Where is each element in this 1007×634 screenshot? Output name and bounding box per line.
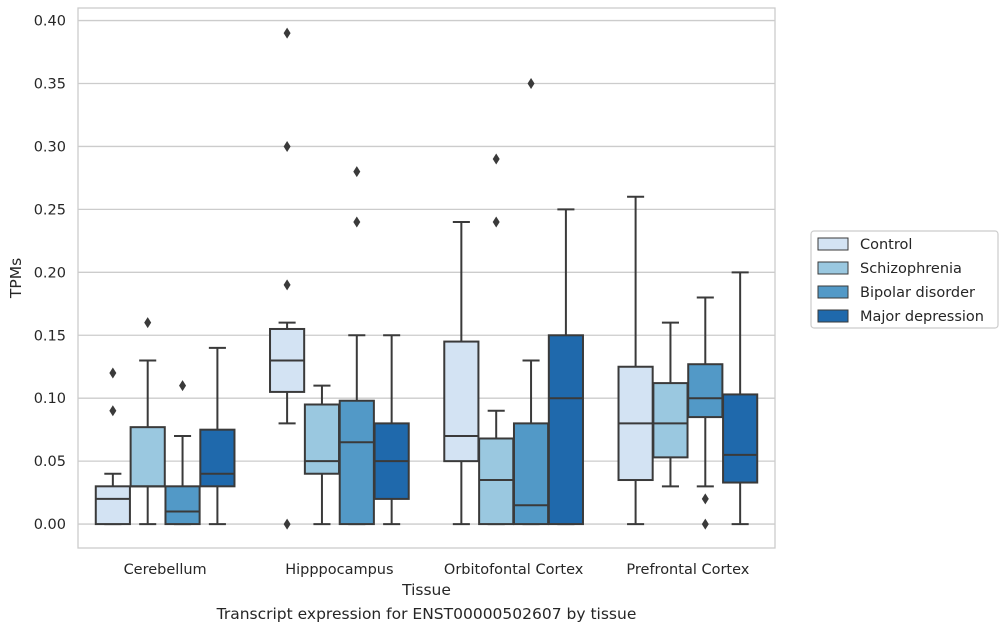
box-iqr (478, 437, 515, 526)
box-schizophrenia-prefrontal-cortex (652, 321, 689, 488)
box-iqr (199, 428, 236, 488)
box-schizophrenia-cerebellum (129, 317, 166, 526)
box-iqr (94, 485, 131, 526)
legend-swatch (817, 261, 849, 275)
box-major-depression-hipppocampus (373, 334, 410, 526)
legend-swatch (817, 309, 849, 323)
outlier-point (353, 166, 361, 178)
x-tick-label: Cerebellum (124, 562, 207, 578)
box-iqr (547, 334, 584, 526)
y-axis-label: TPMs (7, 258, 25, 299)
box-control-prefrontal-cortex (617, 195, 654, 526)
legend-swatch (817, 285, 849, 299)
box-groups (94, 27, 759, 530)
box-major-depression-orbitofontal-cortex (547, 208, 584, 526)
outlier-point (109, 405, 117, 417)
y-tick-label: 0.10 (34, 391, 66, 407)
y-tick-label: 0.25 (34, 202, 66, 218)
y-axis-ticks: 0.00 0.05 0.10 0.15 0.20 0.25 0.30 0.35 0.40 (34, 14, 66, 533)
box-control-orbitofontal-cortex (443, 220, 480, 526)
box-major-depression-cerebellum (199, 346, 236, 526)
box-schizophrenia-orbitofontal-cortex (478, 153, 515, 526)
outlier-point (144, 317, 152, 329)
box-iqr (722, 393, 759, 484)
outlier-point (283, 27, 291, 39)
legend-entry: Schizophrenia (860, 261, 962, 277)
box-bipolar-disorder-hipppocampus (338, 166, 375, 526)
outlier-point (492, 153, 500, 165)
y-tick-label: 0.35 (34, 77, 66, 93)
x-tick-label: Hipppocampus (285, 562, 393, 578)
plot-frame (77, 7, 776, 549)
box-schizophrenia-hipppocampus (303, 384, 341, 526)
y-tick-label: 0.20 (34, 265, 66, 281)
legend-entry: Bipolar disorder (860, 285, 975, 301)
box-control-hipppocampus (269, 27, 306, 530)
y-tick-label: 0.05 (34, 454, 66, 470)
outlier-point (283, 518, 291, 530)
box-iqr (129, 426, 166, 488)
box-iqr (164, 485, 201, 526)
outlier-point (179, 380, 187, 392)
box-bipolar-disorder-prefrontal-cortex (687, 296, 724, 530)
outlier-point (701, 493, 709, 505)
y-tick-label: 0.40 (34, 14, 66, 30)
box-control-cerebellum (94, 367, 131, 526)
legend-entry: Control (860, 237, 912, 253)
outlier-point (283, 279, 291, 291)
box-iqr (338, 399, 375, 526)
box-iqr (303, 403, 341, 475)
legend: Control Schizophrenia Bipolar disorder Majo… (810, 230, 999, 329)
legend-entry: Major depression (860, 309, 984, 325)
legend-frame (810, 230, 999, 329)
x-tick-label: Orbitofontal Cortex (444, 562, 584, 578)
gridlines (78, 19, 775, 525)
x-axis-ticks: Cerebellum Hipppocampus Orbitofontal Corte… (124, 562, 750, 578)
outlier-point (109, 367, 117, 379)
y-tick-label: 0.15 (34, 328, 66, 344)
box-bipolar-disorder-orbitofontal-cortex (512, 78, 550, 526)
box-iqr (512, 422, 550, 526)
outlier-point (492, 216, 500, 228)
box-iqr (652, 382, 689, 459)
box-iqr (443, 340, 480, 463)
outlier-point (701, 518, 709, 530)
box-major-depression-prefrontal-cortex (722, 271, 759, 526)
outlier-point (353, 216, 361, 228)
outlier-point (283, 140, 291, 152)
y-tick-label: 0.30 (34, 139, 66, 155)
outlier-point (527, 78, 535, 90)
x-tick-label: Prefrontal Cortex (626, 562, 749, 578)
legend-swatch (817, 237, 849, 251)
figure-caption: Transcript expression for ENST0000050260… (216, 605, 637, 623)
y-tick-label: 0.00 (34, 517, 66, 533)
box-bipolar-disorder-cerebellum (164, 380, 201, 526)
box-iqr (687, 363, 724, 419)
x-axis-label: Tissue (401, 581, 451, 599)
